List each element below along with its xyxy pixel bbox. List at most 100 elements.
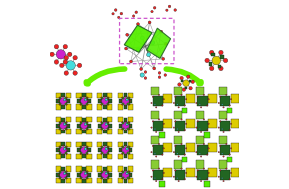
FancyBboxPatch shape [108,99,112,103]
Circle shape [50,52,54,57]
Circle shape [84,145,85,146]
FancyBboxPatch shape [231,143,239,152]
Circle shape [84,105,85,106]
Circle shape [101,104,102,105]
Circle shape [84,154,85,156]
FancyBboxPatch shape [124,179,127,183]
FancyBboxPatch shape [76,153,82,159]
Circle shape [128,178,129,179]
FancyBboxPatch shape [127,152,129,154]
Circle shape [109,150,110,151]
FancyBboxPatch shape [128,104,133,110]
Circle shape [104,96,105,97]
Circle shape [101,129,102,130]
Circle shape [125,120,126,122]
Circle shape [59,129,60,130]
Circle shape [126,98,128,101]
Circle shape [66,61,75,70]
Circle shape [81,171,88,178]
FancyBboxPatch shape [186,94,194,103]
Circle shape [104,130,105,131]
Circle shape [67,125,68,126]
Circle shape [80,122,81,123]
Circle shape [125,47,127,50]
FancyBboxPatch shape [119,99,123,103]
Circle shape [126,123,128,125]
FancyBboxPatch shape [107,93,112,98]
FancyBboxPatch shape [98,148,102,152]
Circle shape [60,63,64,68]
Circle shape [153,67,156,70]
Circle shape [63,130,64,131]
Circle shape [177,104,178,105]
FancyBboxPatch shape [55,93,61,98]
Circle shape [101,98,108,105]
Circle shape [158,76,161,78]
Circle shape [219,50,223,55]
Circle shape [196,127,197,128]
Circle shape [80,129,81,130]
FancyBboxPatch shape [186,119,194,128]
Circle shape [183,80,189,86]
FancyBboxPatch shape [55,117,61,122]
FancyBboxPatch shape [59,103,61,105]
Circle shape [126,172,128,175]
Circle shape [181,143,182,145]
FancyBboxPatch shape [107,166,112,172]
FancyBboxPatch shape [59,146,61,148]
Circle shape [226,168,227,169]
Circle shape [73,56,77,60]
Circle shape [130,174,131,175]
FancyBboxPatch shape [101,103,103,105]
Circle shape [229,105,230,106]
Circle shape [101,147,108,154]
Circle shape [200,180,202,182]
Circle shape [158,72,161,74]
FancyBboxPatch shape [86,142,92,147]
Circle shape [223,180,224,182]
Circle shape [80,178,81,179]
Circle shape [80,97,81,98]
FancyBboxPatch shape [124,143,127,146]
Circle shape [162,57,165,60]
FancyBboxPatch shape [220,170,230,180]
Circle shape [58,125,59,126]
Circle shape [162,129,163,131]
FancyBboxPatch shape [82,93,86,97]
Circle shape [80,153,81,154]
FancyBboxPatch shape [107,152,109,154]
FancyBboxPatch shape [80,128,82,130]
FancyBboxPatch shape [219,111,227,119]
Circle shape [122,146,123,147]
FancyBboxPatch shape [97,166,102,172]
Circle shape [63,60,68,64]
Circle shape [205,58,209,63]
Circle shape [164,74,167,76]
FancyBboxPatch shape [103,118,107,122]
FancyBboxPatch shape [97,104,102,110]
FancyBboxPatch shape [163,143,172,152]
FancyBboxPatch shape [98,124,102,128]
FancyBboxPatch shape [122,122,124,124]
Circle shape [118,16,120,19]
Circle shape [155,131,157,133]
Circle shape [105,123,108,125]
Circle shape [230,98,232,100]
FancyBboxPatch shape [107,117,112,122]
FancyBboxPatch shape [66,129,71,134]
FancyBboxPatch shape [80,177,82,179]
FancyBboxPatch shape [119,124,123,128]
Circle shape [178,83,181,86]
Circle shape [220,121,221,122]
FancyBboxPatch shape [197,121,208,131]
Circle shape [173,151,175,153]
Circle shape [60,98,67,105]
FancyBboxPatch shape [227,157,232,162]
FancyBboxPatch shape [103,143,107,146]
FancyBboxPatch shape [128,178,133,183]
FancyBboxPatch shape [127,103,129,105]
FancyBboxPatch shape [98,173,102,177]
Circle shape [136,23,139,26]
FancyBboxPatch shape [65,97,67,99]
FancyBboxPatch shape [77,99,81,103]
